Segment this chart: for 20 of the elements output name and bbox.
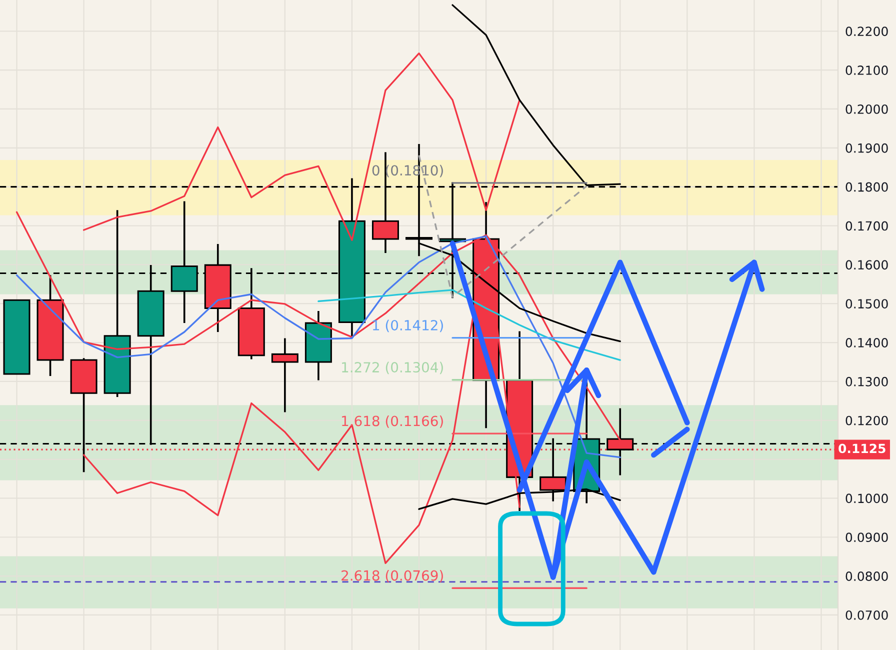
y-tick-label: 0.1000 [846,494,888,504]
y-tick-label: 0.1200 [846,416,888,426]
y-tick-label: 0.0900 [846,532,888,542]
y-tick-label: 0.2200 [846,26,888,36]
series-label: 2.618 (0.0769) [342,570,443,582]
y-tick-label: 0.1700 [846,221,888,231]
y-tick-label: 0.2000 [846,104,888,114]
series-label: 1.272 (0.1304) [342,362,443,374]
y-tick-label: 0.1900 [846,143,888,153]
y-tick-label: 0.2100 [846,66,888,75]
y-tick-label: 0.1400 [846,338,888,348]
y-tick-label: 0.1800 [846,182,888,192]
series-label: 1.618 (0.1166) [342,415,443,428]
y-tick-label: 0.0700 [846,610,888,620]
y-tick-label: 0.1500 [846,299,888,309]
ref-line-label: 0.1125 [838,444,886,454]
y-tick-label: 0.1300 [846,376,888,386]
y-tick-label: 0.1600 [846,260,888,270]
y-tick-label: 0.0800 [846,572,888,581]
series-label: 1 (0.1412) [372,320,443,332]
